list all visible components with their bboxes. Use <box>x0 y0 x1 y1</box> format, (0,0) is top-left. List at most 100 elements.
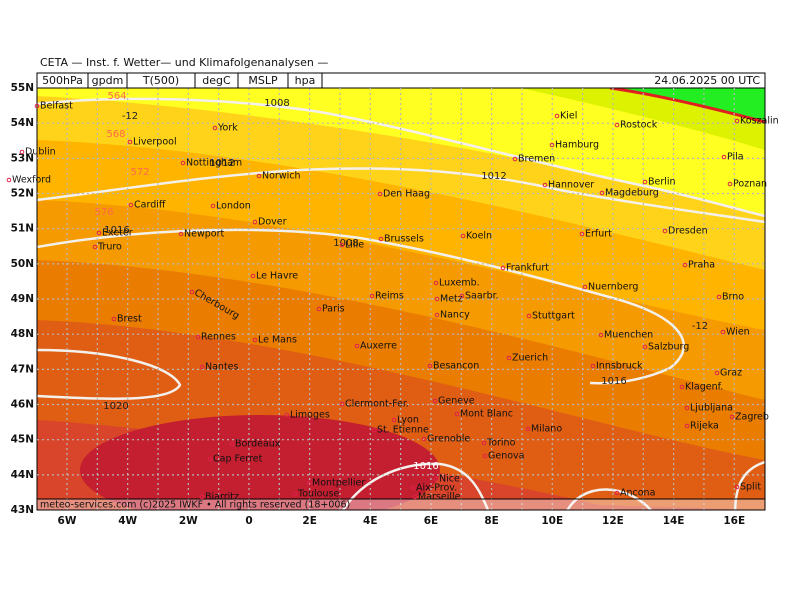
field-label: hpa <box>295 74 316 87</box>
city-dot <box>256 173 262 179</box>
city-label: Geneve <box>438 396 475 407</box>
institute: CETA — Inst. f. Wetter— und Klimafolgena… <box>40 56 328 69</box>
city-dot <box>252 219 258 225</box>
city-label: Zagreb <box>735 412 769 423</box>
city-label: Ljubljana <box>690 403 733 414</box>
city-label: Liverpool <box>133 137 177 148</box>
field-label: MSLP <box>248 74 278 87</box>
city-label: Reims <box>375 291 404 302</box>
city-label: Graz <box>720 368 742 379</box>
city-label: Torino <box>486 438 516 449</box>
city-dot <box>716 294 722 300</box>
city-dot <box>434 296 440 302</box>
city-label: Bremen <box>518 154 555 165</box>
city-label: Split <box>740 482 761 493</box>
city-label: Kiel <box>560 111 577 122</box>
contour-label: 1016 <box>601 376 626 387</box>
city-dot <box>354 343 360 349</box>
lon-label: 14E <box>663 515 685 527</box>
city-dot <box>178 231 184 237</box>
band <box>610 88 765 122</box>
city-dot <box>614 490 620 496</box>
city-label: Wexford <box>12 175 51 186</box>
city-dot <box>369 293 375 299</box>
city-dot <box>412 494 418 500</box>
city-label: Ancona <box>620 488 655 499</box>
city-label: Dresden <box>668 226 708 237</box>
city-dot <box>127 139 133 145</box>
lon-label: 6W <box>58 515 77 527</box>
lon-label: 2W <box>179 515 198 527</box>
city-label: Dover <box>258 217 287 228</box>
city-dot <box>252 337 258 343</box>
isobars <box>37 97 765 510</box>
city-label: Magdeburg <box>605 188 659 199</box>
lat-label: 48N <box>11 328 34 340</box>
lat-label: 54N <box>11 117 34 129</box>
city-label: Metz <box>440 294 463 305</box>
city-dot <box>714 370 720 376</box>
field-box <box>287 72 323 89</box>
front <box>609 88 765 124</box>
city-dot <box>729 414 735 420</box>
city-label: Newport <box>184 229 224 240</box>
city-label: Exeter <box>102 228 133 239</box>
city-label: Rostock <box>620 120 658 131</box>
city-dot <box>459 293 465 299</box>
city-dot <box>128 202 134 208</box>
city-dot <box>642 179 648 185</box>
city-dot <box>111 316 117 322</box>
city-dot <box>679 384 685 390</box>
city-dot <box>207 456 213 462</box>
city-label: Rijeka <box>690 421 719 432</box>
contour-label: -12 <box>692 321 708 332</box>
city-dot <box>6 177 12 183</box>
lat-label: 50N <box>11 258 34 270</box>
city-dot <box>433 280 439 286</box>
city-dot <box>525 426 531 432</box>
city-label: Brussels <box>384 234 424 245</box>
city-label: Lille <box>345 240 364 251</box>
lon-label: 12E <box>602 515 624 527</box>
field-label: T(500) <box>142 74 179 87</box>
city-dot <box>189 289 195 295</box>
city-dot <box>371 427 377 433</box>
city-label: Besancon <box>433 361 479 372</box>
city-label: Wien <box>726 327 750 338</box>
city-dot <box>682 262 688 268</box>
city-dot <box>377 191 383 197</box>
contour-label: 1012 <box>209 158 234 169</box>
city-dot <box>614 122 620 128</box>
city-dot <box>579 231 585 237</box>
city-label: Clermont-Fer. <box>345 399 409 410</box>
city-dot <box>481 440 487 446</box>
city-label: Pila <box>727 152 744 163</box>
city-label: Nantes <box>205 362 239 373</box>
city-dot <box>662 228 668 234</box>
city-label: Bordeaux <box>235 439 281 450</box>
lon-label: 16E <box>723 515 745 527</box>
city-label: Grenoble <box>427 434 470 445</box>
city-dot <box>292 491 298 497</box>
city-dot <box>582 284 588 290</box>
city-label: Montpellier <box>312 478 365 489</box>
graticule <box>37 88 765 510</box>
city-label: Hamburg <box>555 140 599 151</box>
contour-label: 568 <box>106 129 125 140</box>
city-label: Auxerre <box>360 341 397 352</box>
lat-label: 44N <box>11 469 34 481</box>
city-label: Truro <box>97 242 122 253</box>
city-label: Luxemb. <box>439 278 480 289</box>
city-label: Marseille <box>418 492 461 503</box>
city-dot <box>590 363 596 369</box>
lat-label: 43N <box>11 504 34 516</box>
city-label: Stuttgart <box>532 311 575 322</box>
city-label: Zuerich <box>512 353 548 364</box>
lon-label: 6E <box>424 515 438 527</box>
city-dot <box>721 154 727 160</box>
city-dot <box>454 411 460 417</box>
contour-label: 576 <box>94 207 113 218</box>
city-label: Cap Ferret <box>213 454 263 465</box>
lon-label: 4W <box>118 515 137 527</box>
city-label: Saarbr. <box>465 291 499 302</box>
